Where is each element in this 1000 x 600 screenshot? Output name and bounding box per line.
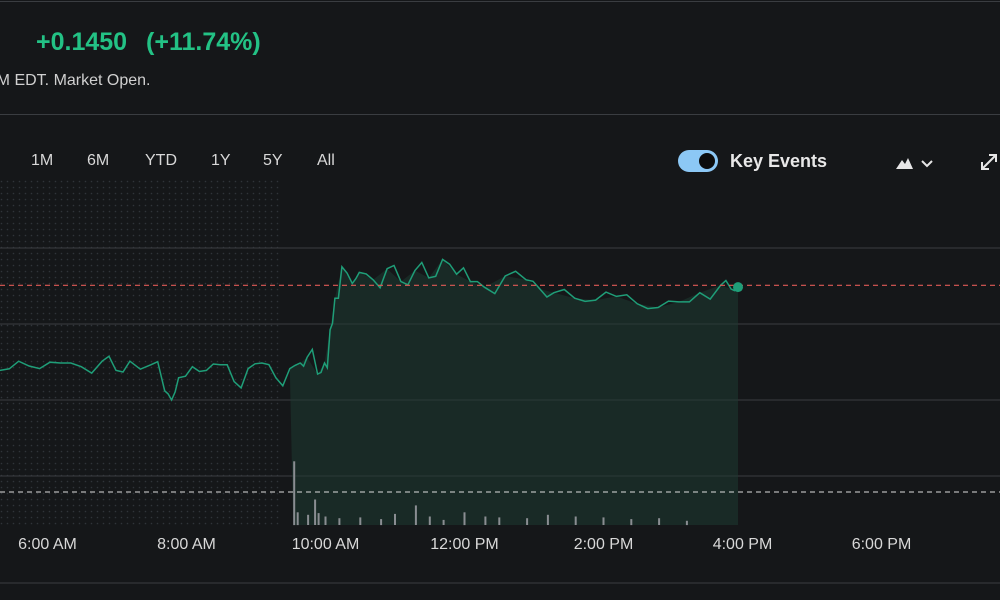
chart-type-selector[interactable] (894, 152, 938, 174)
volume-bar (338, 518, 341, 525)
volume-bar (630, 519, 633, 526)
volume-bar (685, 520, 688, 526)
volume-bar (574, 516, 577, 525)
range-tab-all[interactable]: All (317, 152, 335, 169)
volume-bar (484, 516, 487, 525)
quote-divider (0, 114, 1000, 115)
volume-bar (498, 517, 501, 525)
range-tab-5y[interactable]: 5Y (263, 152, 283, 169)
x-tick-label: 2:00 PM (574, 536, 634, 553)
x-tick-label: 8:00 AM (157, 536, 216, 553)
volume-bar (359, 517, 362, 525)
mountain-chart-icon (896, 158, 933, 169)
key-events-toggle[interactable]: Key Events (678, 150, 827, 172)
volume-bar (317, 513, 320, 525)
volume-bars (293, 461, 688, 526)
volume-bar (296, 512, 299, 526)
toggle-knob (699, 153, 715, 169)
volume-bar (307, 514, 310, 525)
x-tick-label: 6:00 PM (852, 536, 912, 553)
x-tick-label: 10:00 AM (292, 536, 360, 553)
pre-market-shade (0, 180, 280, 525)
volume-bar (293, 461, 296, 526)
range-tab-6m[interactable]: 6M (87, 152, 110, 169)
volume-bar (394, 513, 396, 525)
expand-button[interactable] (978, 151, 1000, 173)
top-divider (0, 1, 1000, 2)
key-events-label: Key Events (730, 150, 828, 171)
volume-bar (463, 512, 466, 526)
range-tab-1m[interactable]: 1M (31, 152, 54, 169)
last-price-marker (733, 282, 744, 293)
volume-bar (380, 519, 383, 526)
toggle-switch[interactable] (678, 150, 718, 172)
volume-bar (658, 518, 661, 525)
price-chart: 6:00 AM 8:00 AM 10:00 AM 12:00 PM 2:00 PM 4:0… (0, 180, 1000, 584)
quote-change-amount: +0.1450 (36, 28, 128, 56)
volume-bar (442, 519, 445, 525)
expand-icon (981, 154, 997, 170)
range-tab-ytd[interactable]: YTD (145, 152, 177, 169)
price-area (289, 259, 738, 525)
quote-status: PM EDT. Market Open. (0, 72, 151, 89)
volume-bar (602, 517, 605, 525)
x-tick-label: 12:00 PM (430, 536, 498, 553)
x-axis: 6:00 AM 8:00 AM 10:00 AM 12:00 PM 2:00 PM 4:0… (18, 536, 911, 553)
volume-bar (414, 505, 417, 525)
price-line (0, 258, 739, 402)
range-tab-1y[interactable]: 1Y (211, 152, 231, 169)
quote-change: +0.1450 (+11.74%) (36, 28, 273, 57)
volume-bar (314, 499, 317, 525)
volume-bar (526, 518, 529, 525)
x-tick-label: 6:00 AM (18, 536, 77, 553)
chevron-down-icon (921, 160, 933, 168)
volume-bar (324, 516, 327, 525)
quote-change-percent: (+11.74%) (146, 28, 261, 56)
volume-bar (546, 514, 549, 525)
volume-bar (428, 516, 431, 525)
x-tick-label: 4:00 PM (713, 536, 773, 553)
